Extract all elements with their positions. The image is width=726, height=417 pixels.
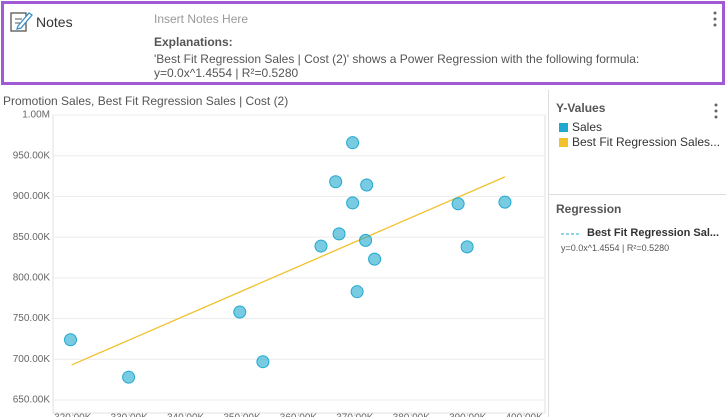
regression-icon [561,233,581,235]
chart: Promotion Sales, Best Fit Regression Sal… [3,94,546,417]
legend-title: Y-Values [556,101,606,115]
data-point [233,305,247,319]
y-tick-label: 700.00K [13,354,51,365]
data-point [329,175,343,189]
data-point [460,240,474,254]
x-tick-label: 360.00K [280,413,318,417]
x-tick-label: 340.00K [167,413,205,417]
x-tick-label: 370.00K [336,413,374,417]
data-point [498,195,512,209]
legend-swatch [559,122,568,132]
y-tick-label: 650.00K [13,395,51,406]
side-panel: Y-Values Sales Best Fit Regression Sales.… [548,90,726,417]
data-point [346,196,360,210]
notes-line: y=0.0x^1.4554 | R²=0.5280 [154,66,299,80]
y-tick-label: 750.00K [13,313,51,324]
data-point [368,252,382,266]
x-tick-label: 380.00K [393,413,431,417]
notes-icon [10,12,33,32]
data-point [314,239,328,253]
data-point [350,285,364,299]
y-tick-label: 850.00K [13,232,51,243]
plot-area [52,114,546,414]
regression-formula: y=0.0x^1.4554 | R²=0.5280 [561,243,670,253]
data-point [63,333,77,347]
legend-item[interactable]: Sales [559,120,602,134]
x-tick-label: 400.00K [505,413,543,417]
y-tick-label: 800.00K [13,272,51,283]
x-tick-label: 390.00K [449,413,487,417]
legend-label: Sales [572,120,603,134]
data-point [451,197,465,211]
notes-line: 'Best Fit Regression Sales | Cost (2)' s… [154,52,640,66]
data-point [122,370,136,384]
notes-panel: Notes Insert Notes Here Explanations: 'B… [1,1,725,85]
regression-name: Best Fit Regression Sal... [587,227,720,239]
y-tick-label: 900.00K [13,191,51,202]
notes-heading: Explanations: [154,35,233,49]
x-tick-label: 330.00K [111,413,149,417]
data-point [359,233,373,247]
data-point [256,355,270,369]
menu-button[interactable] [713,102,719,120]
regression-title: Regression [556,202,622,216]
x-tick-label: 320.00K [54,413,92,417]
menu-button[interactable] [712,10,718,28]
legend-label: Best Fit Regression Sales... [572,135,721,149]
data-point [332,227,346,241]
chart-title: Promotion Sales, Best Fit Regression Sal… [3,94,288,108]
data-point [360,178,374,192]
separator [549,194,726,195]
data-point [346,136,360,150]
x-tick-label: 350.00K [223,413,261,417]
notes-label: Notes [36,14,73,30]
y-tick-label: 950.00K [13,150,51,161]
y-tick-label: 1.00M [22,110,50,121]
legend-swatch [559,137,568,147]
notes-placeholder[interactable]: Insert Notes Here [154,12,249,26]
legend-item[interactable]: Best Fit Regression Sales... [559,135,720,149]
regression-line [71,176,506,366]
